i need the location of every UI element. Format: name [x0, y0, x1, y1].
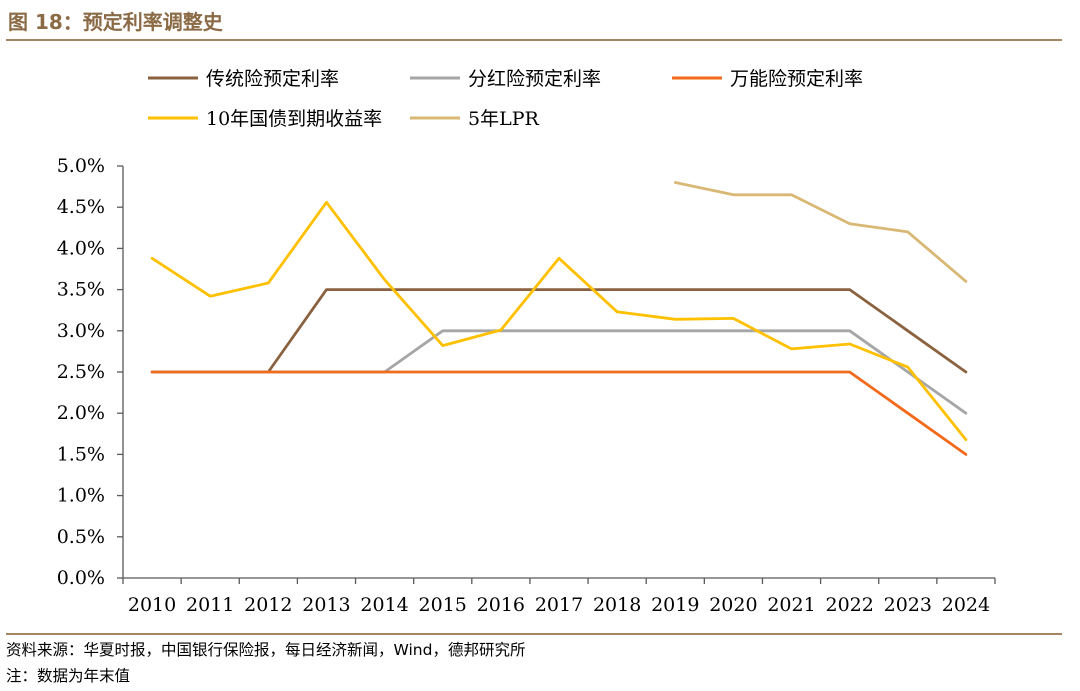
x-tick-label: 2012	[244, 594, 292, 616]
y-tick-label: 2.0%	[57, 402, 105, 424]
y-tick-label: 0.5%	[57, 526, 105, 548]
legend-item-5: 5年LPR	[410, 108, 539, 130]
footer-rule	[6, 633, 1062, 635]
y-tick-label: 4.5%	[57, 196, 105, 218]
series-line-4	[150, 200, 968, 441]
x-tick-label: 2016	[477, 594, 525, 616]
legend-item-2: 分红险预定利率	[410, 68, 601, 90]
chart-series	[150, 181, 968, 456]
y-tick-label: 3.0%	[57, 320, 105, 342]
y-tick-label: 0.0%	[57, 567, 105, 589]
legend-label: 5年LPR	[468, 108, 539, 130]
y-tick-label: 3.5%	[57, 279, 105, 301]
data-note: 注：数据为年末值	[6, 667, 131, 685]
legend-label: 万能险预定利率	[730, 68, 863, 90]
x-tick-label: 2021	[767, 594, 815, 616]
y-axis: 0.0% 0.5% 1.0% 1.5% 2.0% 2.5% 3.0% 3.5% 4.0% 4.5%…	[57, 155, 124, 589]
x-tick-label: 2024	[942, 594, 990, 616]
x-tick-label: 2017	[535, 594, 583, 616]
header-rule	[6, 39, 1062, 41]
series-line-3	[150, 370, 968, 456]
x-tick-label: 2011	[186, 594, 234, 616]
x-tick-label: 2022	[825, 594, 873, 616]
figure-title: 图 18：预定利率调整史	[8, 10, 223, 34]
x-tick-label: 2013	[302, 594, 350, 616]
x-axis: 2010 2011 2012 2013 2014 2015 2016 2017 2018 2019…	[122, 577, 996, 616]
source-note: 资料来源：华夏时报，中国银行保险报，每日经济新闻，Wind，德邦研究所	[6, 641, 526, 659]
x-tick-label: 2020	[709, 594, 757, 616]
chart-legend: 传统险预定利率 分红险预定利率 万能险预定利率 10年国债到期收益率 5年LPR	[148, 68, 863, 130]
y-tick-label: 2.5%	[57, 361, 105, 383]
x-tick-label: 2018	[593, 594, 641, 616]
y-tick-label: 5.0%	[57, 155, 105, 177]
series-line-1	[150, 288, 968, 374]
legend-item-3: 万能险预定利率	[672, 68, 863, 90]
y-tick-label: 1.5%	[57, 443, 105, 465]
y-tick-label: 1.0%	[57, 485, 105, 507]
legend-label: 分红险预定利率	[468, 68, 601, 90]
x-tick-label: 2023	[884, 594, 932, 616]
x-tick-label: 2015	[419, 594, 467, 616]
x-tick-label: 2014	[360, 594, 408, 616]
line-chart: 传统险预定利率 分红险预定利率 万能险预定利率 10年国债到期收益率 5年LPR 0.0…	[57, 68, 996, 616]
legend-label: 传统险预定利率	[206, 68, 339, 90]
legend-label: 10年国债到期收益率	[206, 108, 382, 130]
series-line-5	[673, 181, 968, 283]
x-tick-label: 2010	[128, 594, 176, 616]
x-tick-label: 2019	[651, 594, 699, 616]
legend-item-1: 传统险预定利率	[148, 68, 339, 90]
y-tick-label: 4.0%	[57, 237, 105, 259]
legend-item-4: 10年国债到期收益率	[148, 108, 382, 130]
figure-header: 图 18：预定利率调整史	[6, 4, 1062, 38]
